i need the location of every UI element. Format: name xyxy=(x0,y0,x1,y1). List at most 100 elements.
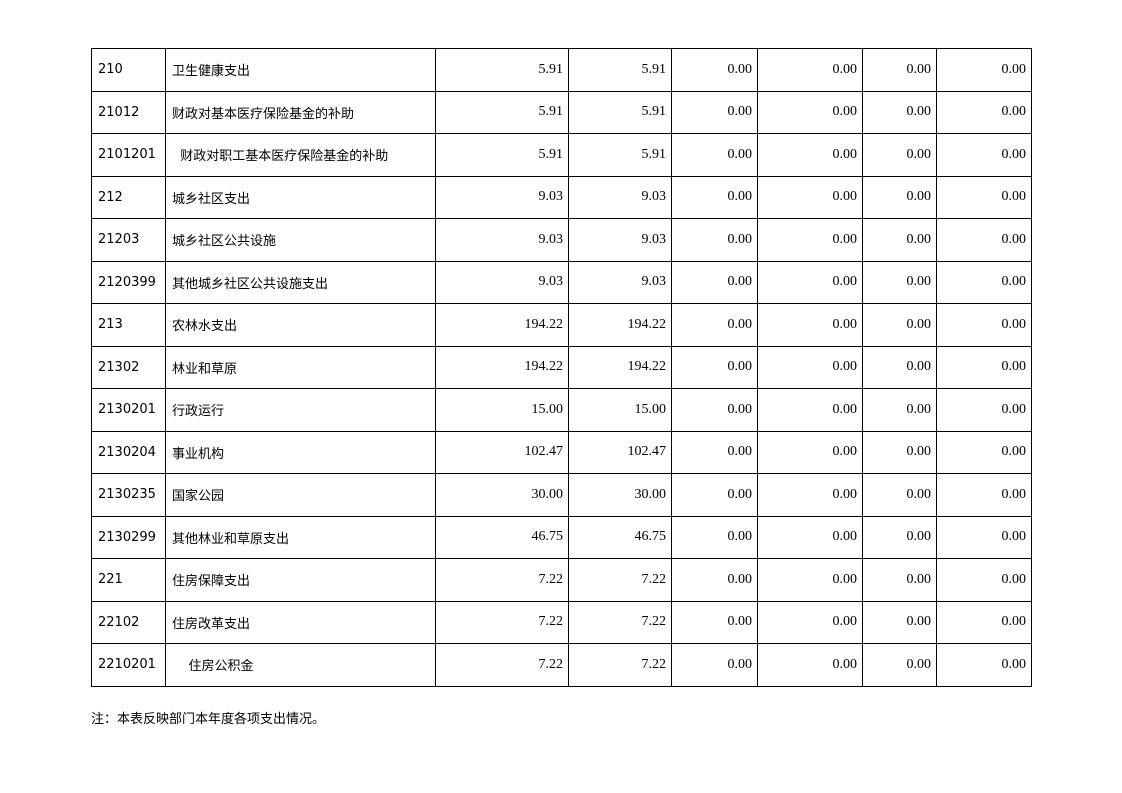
amount-cell: 0.00 xyxy=(757,260,863,304)
table-row: 221 住房保障支出 7.22 7.22 0.00 0.00 0.00 0.00 xyxy=(91,558,1032,602)
table-row: 213 农林水支出 194.22 194.22 0.00 0.00 0.00 0.00 xyxy=(91,303,1032,347)
amount-cell: 0.00 xyxy=(936,48,1032,92)
amount-cell: 5.91 xyxy=(435,133,569,177)
amount-cell: 0.00 xyxy=(671,600,758,644)
subject-code: 22102 xyxy=(91,600,166,644)
amount-cell: 5.91 xyxy=(568,48,672,92)
amount-cell: 7.22 xyxy=(435,558,569,602)
amount-cell: 0.00 xyxy=(936,515,1032,559)
amount-cell: 5.91 xyxy=(568,90,672,134)
amount-cell: 30.00 xyxy=(568,473,672,517)
amount-cell: 0.00 xyxy=(757,218,863,262)
subject-name: 农林水支出 xyxy=(165,303,436,347)
amount-cell: 0.00 xyxy=(862,218,937,262)
subject-name: 卫生健康支出 xyxy=(165,48,436,92)
amount-cell: 0.00 xyxy=(757,473,863,517)
subject-code: 221 xyxy=(91,558,166,602)
subject-code: 2130201 xyxy=(91,388,166,432)
amount-cell: 0.00 xyxy=(671,303,758,347)
subject-name: 城乡社区公共设施 xyxy=(165,218,436,262)
amount-cell: 0.00 xyxy=(757,345,863,389)
amount-cell: 9.03 xyxy=(568,218,672,262)
amount-cell: 194.22 xyxy=(568,345,672,389)
amount-cell: 0.00 xyxy=(862,643,937,687)
amount-cell: 0.00 xyxy=(936,90,1032,134)
table-row: 2130235 国家公园 30.00 30.00 0.00 0.00 0.00 0.00 xyxy=(91,473,1032,517)
amount-cell: 194.22 xyxy=(435,345,569,389)
amount-cell: 0.00 xyxy=(862,175,937,219)
amount-cell: 0.00 xyxy=(757,515,863,559)
amount-cell: 0.00 xyxy=(757,303,863,347)
subject-code: 21203 xyxy=(91,218,166,262)
amount-cell: 0.00 xyxy=(936,303,1032,347)
amount-cell: 7.22 xyxy=(435,643,569,687)
subject-name: 国家公园 xyxy=(165,473,436,517)
amount-cell: 0.00 xyxy=(671,175,758,219)
amount-cell: 9.03 xyxy=(435,175,569,219)
subject-code: 2120399 xyxy=(91,260,166,304)
amount-cell: 5.91 xyxy=(568,133,672,177)
amount-cell: 0.00 xyxy=(671,345,758,389)
amount-cell: 0.00 xyxy=(862,133,937,177)
amount-cell: 9.03 xyxy=(435,218,569,262)
subject-name: 其他城乡社区公共设施支出 xyxy=(165,260,436,304)
amount-cell: 0.00 xyxy=(862,48,937,92)
amount-cell: 7.22 xyxy=(568,643,672,687)
amount-cell: 9.03 xyxy=(568,260,672,304)
amount-cell: 15.00 xyxy=(568,388,672,432)
amount-cell: 0.00 xyxy=(862,515,937,559)
table-row: 2130299 其他林业和草原支出 46.75 46.75 0.00 0.00 0.00 0.… xyxy=(91,515,1032,559)
subject-name: 财政对基本医疗保险基金的补助 xyxy=(165,90,436,134)
table-row: 21302 林业和草原 194.22 194.22 0.00 0.00 0.00 0.00 xyxy=(91,345,1032,389)
amount-cell: 0.00 xyxy=(862,430,937,474)
amount-cell: 102.47 xyxy=(435,430,569,474)
amount-cell: 0.00 xyxy=(936,473,1032,517)
table-row: 22102 住房改革支出 7.22 7.22 0.00 0.00 0.00 0.00 xyxy=(91,600,1032,644)
amount-cell: 0.00 xyxy=(862,600,937,644)
subject-name: 城乡社区支出 xyxy=(165,175,436,219)
amount-cell: 0.00 xyxy=(671,48,758,92)
table-row: 210 卫生健康支出 5.91 5.91 0.00 0.00 0.00 0.00 xyxy=(91,48,1032,92)
amount-cell: 0.00 xyxy=(757,48,863,92)
subject-name: 住房保障支出 xyxy=(165,558,436,602)
subject-name: 住房改革支出 xyxy=(165,600,436,644)
amount-cell: 0.00 xyxy=(757,600,863,644)
amount-cell: 30.00 xyxy=(435,473,569,517)
expenditure-table: 210 卫生健康支出 5.91 5.91 0.00 0.00 0.00 0.00 21012 财政… xyxy=(91,48,1032,687)
amount-cell: 0.00 xyxy=(862,558,937,602)
amount-cell: 0.00 xyxy=(936,600,1032,644)
amount-cell: 0.00 xyxy=(671,90,758,134)
amount-cell: 0.00 xyxy=(862,473,937,517)
amount-cell: 194.22 xyxy=(435,303,569,347)
subject-code: 210 xyxy=(91,48,166,92)
subject-code: 2130204 xyxy=(91,430,166,474)
subject-name: 林业和草原 xyxy=(165,345,436,389)
subject-code: 2101201 xyxy=(91,133,166,177)
amount-cell: 7.22 xyxy=(435,600,569,644)
table-row: 2210201 住房公积金 7.22 7.22 0.00 0.00 0.00 0.00 xyxy=(91,643,1032,687)
subject-name: 其他林业和草原支出 xyxy=(165,515,436,559)
subject-code: 2130299 xyxy=(91,515,166,559)
subject-name: 住房公积金 xyxy=(165,643,436,687)
amount-cell: 0.00 xyxy=(671,430,758,474)
amount-cell: 0.00 xyxy=(757,388,863,432)
subject-code: 2210201 xyxy=(91,643,166,687)
amount-cell: 0.00 xyxy=(757,175,863,219)
amount-cell: 46.75 xyxy=(568,515,672,559)
table-row: 21012 财政对基本医疗保险基金的补助 5.91 5.91 0.00 0.00 0.00 0… xyxy=(91,90,1032,134)
amount-cell: 0.00 xyxy=(671,643,758,687)
amount-cell: 0.00 xyxy=(671,558,758,602)
amount-cell: 0.00 xyxy=(936,643,1032,687)
subject-name: 事业机构 xyxy=(165,430,436,474)
amount-cell: 0.00 xyxy=(671,473,758,517)
amount-cell: 0.00 xyxy=(936,388,1032,432)
subject-name: 财政对职工基本医疗保险基金的补助 xyxy=(165,133,436,177)
amount-cell: 0.00 xyxy=(671,133,758,177)
subject-code: 21012 xyxy=(91,90,166,134)
amount-cell: 0.00 xyxy=(671,260,758,304)
amount-cell: 0.00 xyxy=(671,515,758,559)
amount-cell: 5.91 xyxy=(435,48,569,92)
amount-cell: 0.00 xyxy=(671,218,758,262)
subject-code: 213 xyxy=(91,303,166,347)
amount-cell: 0.00 xyxy=(757,133,863,177)
